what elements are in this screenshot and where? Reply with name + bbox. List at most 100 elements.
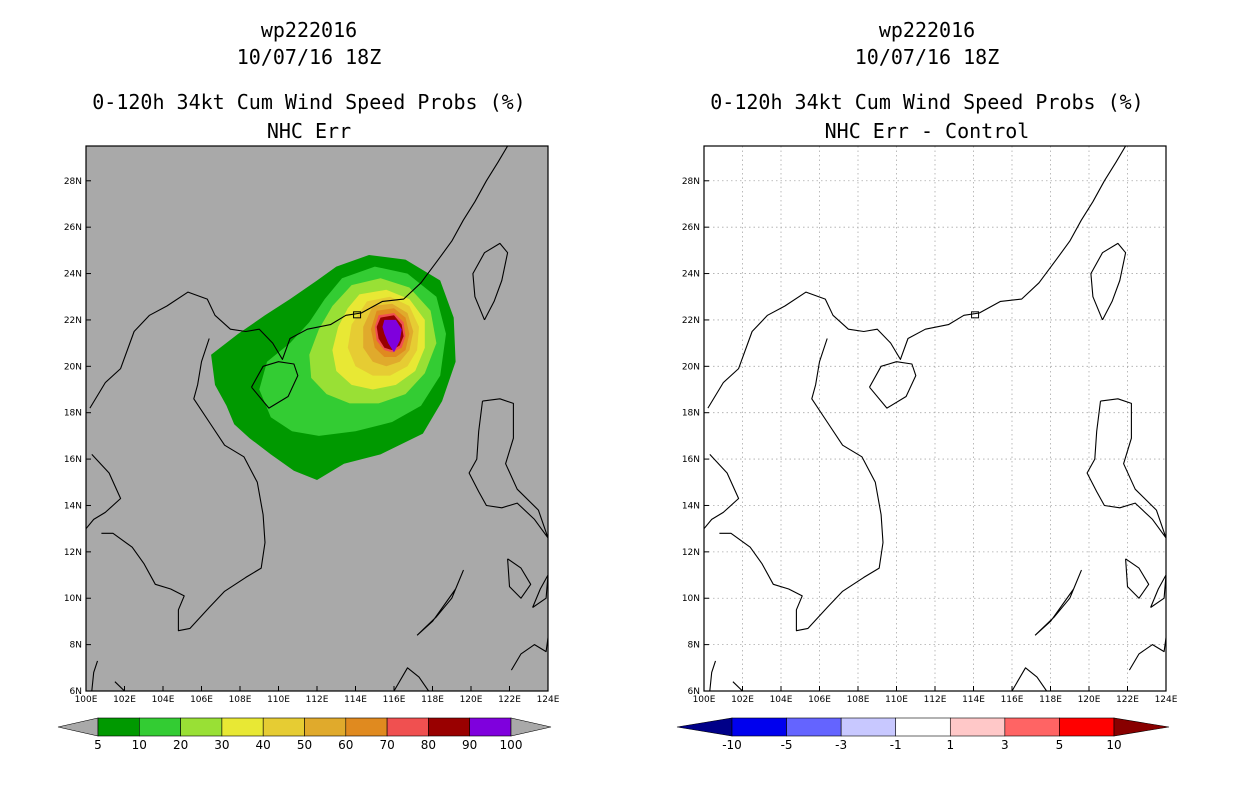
lat-tick-label: 10N [682,594,700,604]
datetime-title: 10/07/16 18Z [854,45,1000,69]
colorbar-swatch [304,717,347,737]
lat-tick-label: 6N [688,687,700,697]
datetime-title: 10/07/16 18Z [236,45,382,69]
coastline [416,569,464,636]
coastline [1125,558,1150,599]
colorbar-label: -1 [890,738,902,752]
lon-tick-label: 116E [1001,695,1024,705]
lat-tick-label: 12N [682,548,700,558]
lon-tick-label: 116E [383,695,406,705]
colorbar-label: 10 [1106,738,1121,752]
lon-tick-label: 100E [75,695,98,705]
colorbar-swatch [139,717,181,737]
lon-tick-label: 100E [693,695,716,705]
lon-tick-label: 114E [962,695,985,705]
lon-tick-label: 108E [229,695,252,705]
coastline [1034,569,1082,636]
colorbar-over-arrow [1113,717,1170,737]
lat-tick-label: 14N [64,501,82,511]
coastline [532,574,548,608]
left-panel: wp222016 10/07/16 18Z 0-120h 34kt Cum Wi… [57,18,560,752]
lon-tick-label: 122E [1116,695,1139,705]
lat-tick-label: 26N [64,223,82,233]
coastline [719,338,884,632]
coastline [472,242,509,321]
lon-tick-label: 112E [924,695,947,705]
colorbar-swatch [180,717,223,737]
lon-tick-label: 106E [808,695,831,705]
lat-tick-label: 22N [682,316,700,326]
colorbar-label: -3 [835,738,847,752]
coastline [114,681,125,691]
axis-labels: 100E 102E 104E 106E 108E 110E 112E 114E 116E 118E… [64,177,560,705]
lat-tick-label: 20N [64,362,82,372]
coastline [732,681,743,691]
subtitle: NHC Err - Control [824,119,1030,143]
colorbar-under-arrow [57,717,99,737]
colorbar-swatch [786,717,842,737]
coastlines [86,146,548,691]
lon-tick-label: 120E [1078,695,1101,705]
coastline [89,146,509,409]
colorbar-label: 50 [297,738,312,752]
lon-tick-label: 118E [1039,695,1062,705]
coastline [86,454,122,530]
coastline [510,637,548,671]
coastline [869,361,917,409]
lat-tick-label: 8N [70,641,82,651]
coastline [707,146,1127,409]
coastline [1086,398,1166,539]
colorbar-label: 10 [132,738,147,752]
lat-tick-label: 18N [64,409,82,419]
lon-tick-label: 104E [770,695,793,705]
hong-kong-box [353,311,362,319]
product-title: 0-120h 34kt Cum Wind Speed Probs (%) [92,90,526,114]
colorbar-label: 100 [500,738,523,752]
colorbar-swatch [949,717,1006,737]
lon-tick-label: 110E [267,695,290,705]
lon-tick-label: 120E [460,695,483,705]
subtitle: NHC Err [266,119,352,143]
colorbar-over-arrow [510,717,552,737]
colorbar-swatch [731,717,787,737]
colorbar-label: 40 [256,738,271,752]
coastline [251,361,299,409]
lat-tick-label: 12N [64,548,82,558]
lon-tick-label: 114E [344,695,367,705]
colorbar-swatch [1004,717,1060,737]
colorbar-label: -10 [722,738,742,752]
colorbar-label: 30 [214,738,229,752]
storm-id-title: wp222016 [260,18,358,42]
lat-tick-label: 16N [64,455,82,465]
axis-labels: 100E 102E 104E 106E 108E 110E 112E 114E 116E 118E… [682,177,1178,705]
lon-tick-label: 112E [306,695,329,705]
colorbar-label: 5 [1056,738,1064,752]
lon-tick-label: 106E [190,695,213,705]
colorbar-label: 5 [94,738,102,752]
coastline [101,338,266,632]
probability-contours [211,255,456,480]
colorbar-label: 70 [379,738,394,752]
lat-tick-label: 6N [70,687,82,697]
wind-probability-map: 100E 102E 104E 106E 108E 110E 112E 114E 116E 118E… [57,145,560,752]
colorbar-label: 80 [421,738,436,752]
lat-tick-label: 8N [688,641,700,651]
hong-kong-box [971,311,980,319]
right-panel: wp222016 10/07/16 18Z 0-120h 34kt Cum Wi… [618,0,1236,800]
difference-map: 100E 102E 104E 106E 108E 110E 112E 114E 116E 118E… [676,145,1178,752]
lat-tick-label: 16N [682,455,700,465]
coastline [1011,667,1048,691]
lon-tick-label: 102E [113,695,136,705]
colorbar-swatch [469,717,512,737]
coastline [91,660,99,691]
colorbar-label: 60 [338,738,353,752]
colorbar-label: -5 [781,738,793,752]
lat-tick-label: 10N [64,594,82,604]
colorbar-under-arrow [676,717,733,737]
lat-tick-label: 26N [682,223,700,233]
lat-tick-label: 22N [64,316,82,326]
lat-tick-label: 28N [682,177,700,187]
lat-tick-label: 20N [682,362,700,372]
coastlines [704,146,1166,691]
gridlines [704,146,1166,691]
